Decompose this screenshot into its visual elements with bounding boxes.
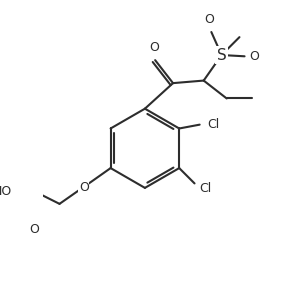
Text: Cl: Cl (200, 182, 212, 195)
Text: Cl: Cl (207, 118, 219, 131)
Text: O: O (204, 13, 214, 26)
Text: HO: HO (0, 185, 12, 198)
Text: O: O (29, 223, 39, 236)
Text: O: O (79, 181, 89, 194)
Text: O: O (149, 41, 159, 54)
Text: S: S (217, 48, 226, 62)
Text: O: O (250, 50, 259, 63)
